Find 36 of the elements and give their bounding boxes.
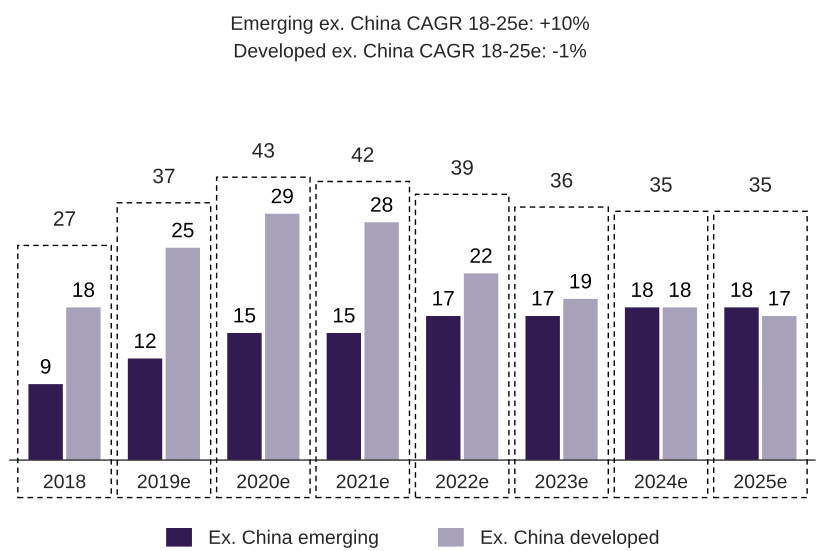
x-tick-label: 2022e (436, 474, 488, 488)
chart-subtitle: Developed ex. China CAGR 18-25e: -1% (234, 43, 586, 62)
legend-label: Ex. China developed (482, 530, 658, 548)
data-label: 19 (570, 274, 592, 289)
data-label: 18 (73, 282, 94, 298)
data-label: 29 (272, 188, 293, 204)
x-tick-label: 2018 (44, 474, 86, 488)
x-tick-label: 2023e (536, 474, 588, 488)
text: 35 (750, 177, 772, 192)
x-tick-label: 2019e (138, 474, 190, 488)
data-label: 28 (371, 197, 392, 212)
text: 36 (550, 172, 572, 188)
data-label: 15 (234, 308, 256, 323)
x-tick-label: 2021e (336, 474, 389, 488)
x-tick-label: 2020e (237, 474, 290, 488)
text: 42 (352, 147, 374, 162)
data-label: 17 (769, 291, 790, 306)
data-label: 18 (732, 282, 752, 298)
data-label: 12 (135, 333, 156, 348)
data-label: 22 (470, 248, 492, 263)
x-tick-label: 2024e (634, 474, 688, 488)
data-label: 9 (40, 358, 50, 374)
data-label: 25 (172, 222, 194, 238)
chart-title: Emerging ex. China CAGR 18-25e: +10% (232, 16, 589, 34)
data-label: 17 (433, 291, 454, 306)
data-label: 18 (670, 282, 691, 298)
data-label: 17 (532, 291, 554, 306)
x-tick-label: 2025e (734, 474, 787, 488)
legend-label: Ex. China emerging (210, 530, 378, 548)
annotation: 27 (54, 211, 76, 226)
data-label: 18 (632, 282, 653, 298)
text: 35 (650, 177, 672, 192)
text: 37 (153, 168, 174, 184)
text: 39 (451, 160, 473, 175)
text: 43 (252, 143, 274, 158)
data-label: 15 (334, 308, 355, 323)
